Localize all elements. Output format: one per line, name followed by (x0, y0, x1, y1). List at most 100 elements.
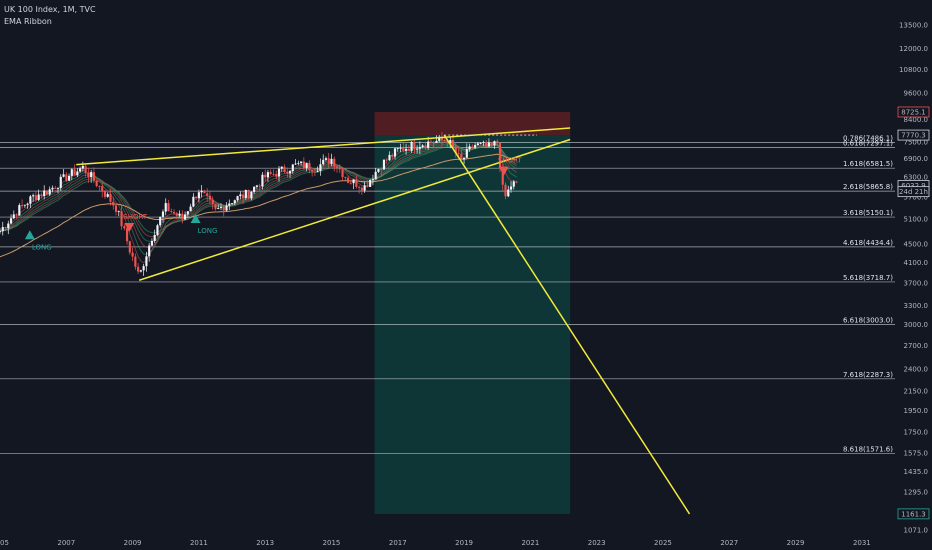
symbol-title[interactable]: UK 100 Index, 1M, TVC (4, 5, 96, 14)
y-tick-label: 5700.0 (904, 193, 929, 201)
ema-line (0, 143, 517, 242)
candle-body (407, 148, 410, 151)
candle-body (123, 226, 126, 229)
candle-body (12, 214, 15, 219)
candle-body (421, 145, 424, 148)
y-tick-label: 1750.0 (904, 429, 929, 437)
y-tick-label: 3700.0 (904, 279, 929, 287)
stop-loss-zone (374, 111, 571, 136)
signals: LONG SHORT LONG SHORT (24, 157, 522, 251)
candle-body (377, 168, 380, 172)
candle-body (380, 168, 383, 170)
candle-body (313, 171, 316, 173)
candle-body (393, 148, 397, 157)
x-tick-label: 2029 (787, 539, 805, 547)
ema-line (0, 144, 517, 238)
candle-body (457, 153, 460, 154)
candle-body (56, 187, 60, 189)
candle-body (360, 187, 363, 191)
candle-body (316, 170, 319, 172)
y-tick-label: 10800.0 (899, 66, 928, 74)
candle-body (167, 203, 170, 212)
candle-body (369, 179, 372, 187)
candle-body (106, 194, 109, 197)
candle-body (424, 145, 427, 148)
y-tick-label: 8400.0 (904, 116, 929, 124)
candle-body (255, 185, 258, 187)
candle-body (418, 147, 421, 149)
candle-body (427, 141, 430, 148)
candle-body (454, 146, 457, 154)
candle-body (269, 172, 272, 174)
candle-body (101, 186, 104, 192)
candle-body (485, 142, 488, 147)
price-label-box (897, 186, 930, 198)
y-tick-label: 1435.0 (904, 468, 929, 476)
candle-body (186, 211, 189, 215)
candle-body (429, 141, 433, 143)
fib-label: 3.618(5150.1) (843, 209, 893, 217)
x-axis[interactable]: 2005 2007 2009 2011 2013 2015 2017 2019 2021 2023… (0, 539, 871, 547)
candle-body (125, 228, 129, 242)
candle-body (67, 175, 71, 181)
candle-body (435, 140, 438, 143)
candle-body (84, 165, 87, 173)
candle-body (211, 199, 214, 205)
candle-body (230, 203, 234, 205)
candle-body (21, 205, 24, 206)
y-tick-label: 4100.0 (904, 259, 929, 267)
candle-body (490, 142, 493, 146)
candle-body (164, 203, 167, 212)
price-label-box (897, 129, 930, 141)
candle-body (344, 177, 347, 178)
candle-body (195, 196, 198, 199)
candle-body (440, 136, 444, 141)
candle-body (277, 168, 281, 177)
x-tick-label: 2009 (124, 539, 142, 547)
y-tick-label: 1575.0 (904, 450, 929, 458)
candle-body (45, 190, 49, 195)
candle-body (449, 139, 452, 144)
candle-body (40, 194, 43, 197)
candle-body (18, 205, 21, 216)
x-tick-label: 2007 (57, 539, 75, 547)
candle-body (98, 185, 101, 187)
candle-body (399, 147, 402, 149)
chart-legend: UK 100 Index, 1M, TVC EMA Ribbon (4, 4, 96, 28)
candle-body (468, 146, 471, 150)
y-axis[interactable]: 13500.0 12000.0 10800.0 9600.0 8400.0 7500.0 6… (899, 21, 928, 534)
candle-body (288, 171, 292, 174)
candle-body (504, 184, 507, 197)
candle-body (219, 207, 223, 209)
candle-body (338, 167, 341, 170)
candle-body (311, 169, 314, 172)
candle-body (114, 205, 118, 212)
y-tick-label: 4500.0 (904, 240, 929, 248)
candle-body (385, 159, 388, 161)
candle-body (509, 186, 513, 190)
y-tick-label: 1071.0 (904, 527, 929, 535)
candle-body (137, 266, 140, 272)
price-label-text: 8725.1 (901, 109, 926, 117)
y-tick-label: 5100.0 (904, 215, 929, 223)
candle-body (148, 245, 151, 257)
long-marker (190, 213, 201, 223)
candle-body (305, 162, 308, 169)
candle-body (382, 159, 386, 170)
indicator-label[interactable]: EMA Ribbon (4, 17, 52, 26)
candle-body (283, 166, 286, 172)
candle-body (462, 157, 466, 160)
trendline-projection (443, 134, 691, 515)
candle-body (134, 256, 137, 267)
candle-body (51, 187, 54, 190)
candle-body (150, 240, 154, 246)
fib-label: 6.618(3003.0) (843, 317, 893, 325)
candle-body (358, 186, 361, 188)
candle-body (142, 266, 145, 271)
candle-body (73, 169, 76, 176)
candle-body (402, 147, 405, 151)
candle-body (178, 213, 181, 216)
trendlines[interactable] (76, 127, 691, 515)
x-tick-label: 2013 (256, 539, 274, 547)
